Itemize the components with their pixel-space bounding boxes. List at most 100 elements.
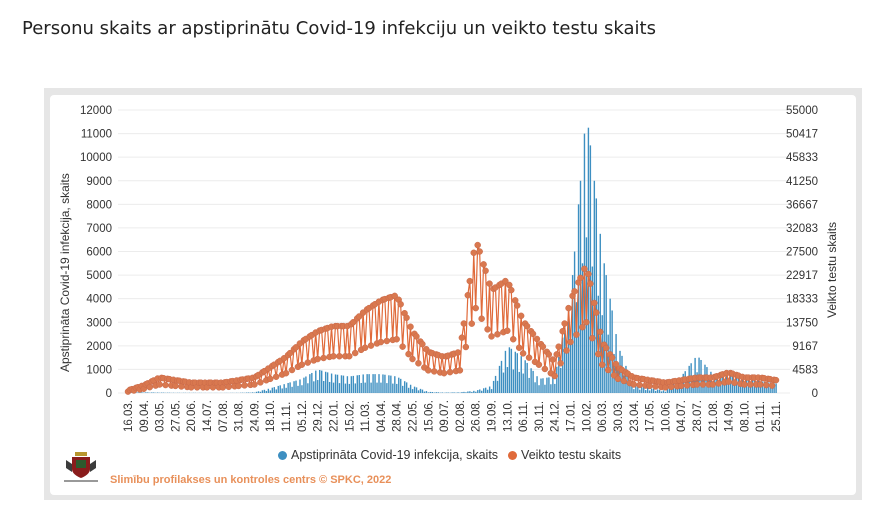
cases-bar-interp xyxy=(281,388,283,393)
cases-bar-interp xyxy=(749,384,752,393)
tests-point-interp xyxy=(747,381,754,388)
cases-bar-interp xyxy=(461,392,463,393)
tests-point xyxy=(504,327,511,334)
cases-bar-interp xyxy=(407,387,410,393)
cases-bar-interp xyxy=(528,377,530,393)
tests-point-interp xyxy=(486,280,493,287)
cases-bar-interp xyxy=(289,382,291,393)
tests-point-interp xyxy=(577,274,584,282)
cases-bar-interp xyxy=(147,392,149,393)
x-tick-label: 06.11. xyxy=(518,401,530,432)
x-tick-label: 21.08. xyxy=(708,400,720,432)
cases-bar-interp xyxy=(451,392,453,393)
tests-point xyxy=(756,381,764,388)
cases-bar-interp xyxy=(641,387,643,393)
y-tick-label: 11000 xyxy=(81,129,112,141)
cases-bar-interp xyxy=(305,376,307,393)
cases-bar-interp xyxy=(358,375,360,393)
cases-bar-interp xyxy=(646,387,649,393)
tests-point-interp xyxy=(458,334,466,341)
cases-bar xyxy=(332,382,335,393)
cases-bar-interp xyxy=(352,375,355,393)
cases-bar xyxy=(427,392,430,393)
cases-bar-interp xyxy=(326,372,329,393)
tests-point-interp xyxy=(286,349,294,357)
tests-point xyxy=(488,333,495,340)
tests-point-interp xyxy=(561,320,568,327)
cases-bar-interp xyxy=(544,384,546,393)
tests-point-interp xyxy=(162,381,169,389)
cases-bar-interp xyxy=(279,385,281,393)
cases-bar-interp xyxy=(409,384,412,393)
tests-point-interp xyxy=(403,314,410,321)
y-tick-label: 0 xyxy=(106,388,112,400)
tests-point-interp xyxy=(304,359,312,366)
tests-point-interp xyxy=(523,322,531,330)
y2-tick-label: 45833 xyxy=(786,152,818,164)
y-tick-label: 7000 xyxy=(86,223,112,235)
cases-bar-interp xyxy=(386,383,388,393)
cases-bar-interp xyxy=(656,389,659,393)
tests-point-interp xyxy=(541,365,549,373)
legend-item-cases[interactable]: Apstiprināta Covid-19 infekcija, skaits xyxy=(278,448,498,462)
tests-point xyxy=(172,382,179,390)
x-tick-label: 03.05. xyxy=(155,400,167,432)
cases-bar-interp xyxy=(338,383,341,393)
tests-point-interp xyxy=(563,347,570,354)
tests-point xyxy=(330,352,337,360)
cases-bar xyxy=(285,387,287,393)
cases-bar-interp xyxy=(467,391,469,393)
x-tick-label: 09.04. xyxy=(139,400,151,432)
x-tick-label: 01.11. xyxy=(755,401,767,432)
tests-point xyxy=(741,381,748,388)
cases-bar-interp xyxy=(255,391,258,393)
cases-bar-interp xyxy=(137,392,139,393)
cases-bar-interp xyxy=(145,392,147,393)
tests-point-interp xyxy=(620,377,628,385)
cases-bar-interp xyxy=(589,145,592,393)
tests-point xyxy=(425,367,432,374)
cases-bar-interp xyxy=(637,386,639,393)
tests-point-interp xyxy=(533,335,541,343)
cases-bar-interp xyxy=(394,376,396,393)
cases-bar-interp xyxy=(271,387,274,393)
tests-point-interp xyxy=(415,360,422,367)
x-tick-label: 25.11. xyxy=(771,401,783,432)
tests-point-interp xyxy=(612,360,620,368)
tests-point-interp xyxy=(553,351,560,358)
tests-point-interp xyxy=(367,342,375,349)
cases-bar-interp xyxy=(315,370,317,393)
y-tick-label: 3000 xyxy=(86,317,112,329)
cases-bar-interp xyxy=(481,390,483,393)
cases-bar-interp xyxy=(733,383,736,393)
cases-bar-interp xyxy=(502,372,505,393)
cases-bar-interp xyxy=(382,374,384,393)
x-tick-label: 10.02. xyxy=(581,400,593,432)
cases-bar-interp xyxy=(629,383,631,393)
cases-bar-interp xyxy=(400,378,402,393)
cases-bar-interp xyxy=(577,204,580,393)
tests-point-interp xyxy=(391,292,398,300)
tests-point-interp xyxy=(454,349,462,356)
tests-point-interp xyxy=(592,309,600,316)
cases-bar-interp xyxy=(372,374,374,393)
cases-bar-interp xyxy=(273,387,275,393)
tests-point xyxy=(614,375,622,383)
cases-bar-interp xyxy=(662,390,665,393)
tests-point-interp xyxy=(480,261,487,268)
tests-point xyxy=(725,378,732,385)
legend-item-tests[interactable]: Veikto testu skaits xyxy=(508,448,621,462)
cases-bar-interp xyxy=(512,369,515,393)
tests-point xyxy=(282,369,290,377)
cases-bar-interp xyxy=(425,391,428,393)
tests-point-interp xyxy=(585,270,592,278)
tests-point xyxy=(598,361,606,368)
cases-bar-interp xyxy=(773,383,775,393)
cases-bar xyxy=(538,385,540,393)
tests-point-interp xyxy=(555,343,562,350)
x-tick-label: 30.03. xyxy=(613,400,625,432)
cases-bar-interp xyxy=(402,385,404,393)
y2-axis-label: Veikto testu skaits xyxy=(825,222,839,318)
x-tick-label: 15.02. xyxy=(344,400,356,432)
tests-point xyxy=(156,381,163,388)
